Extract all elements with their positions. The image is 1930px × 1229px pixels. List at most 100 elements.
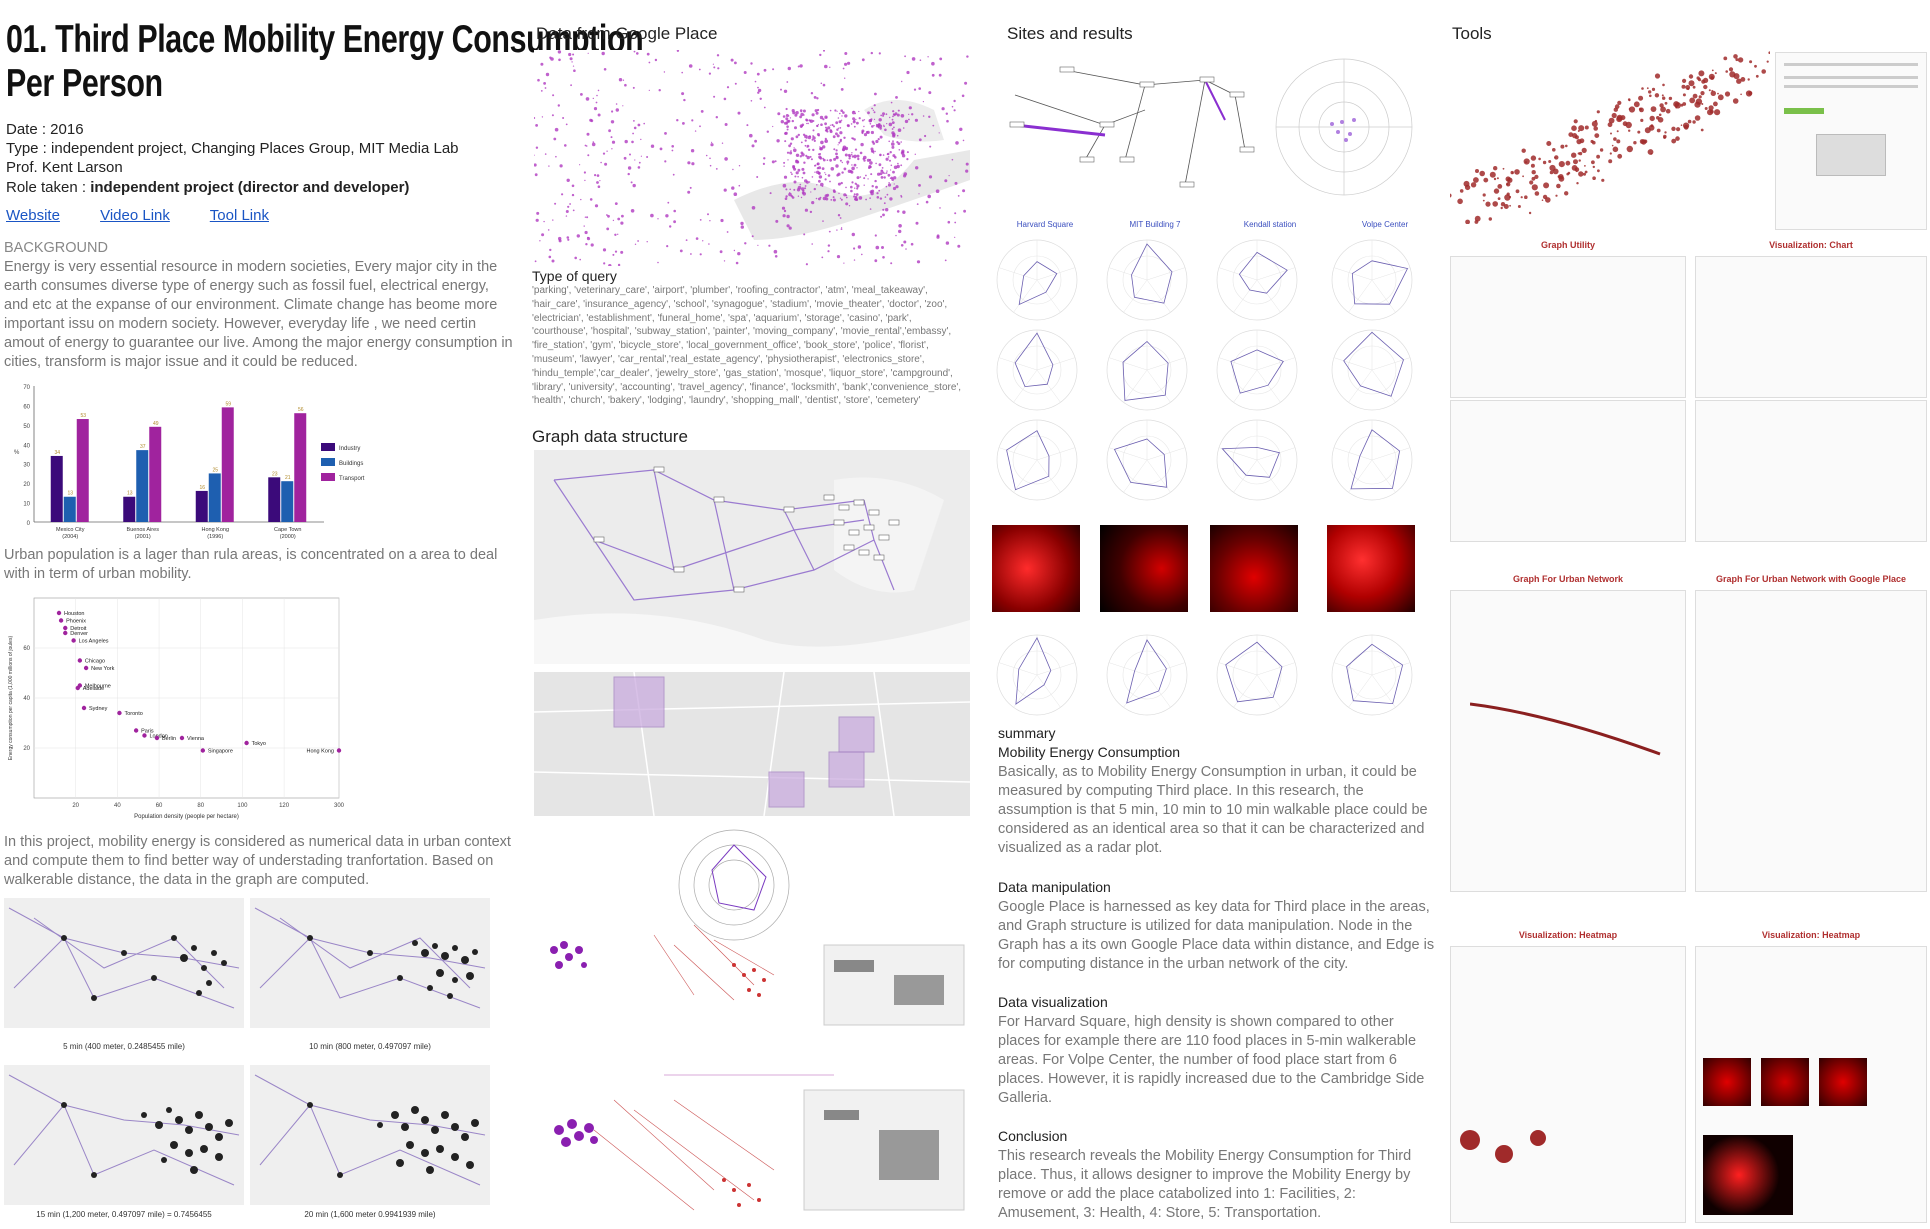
place-dot xyxy=(612,253,615,256)
network-node xyxy=(1566,172,1569,176)
place-dot xyxy=(646,156,649,158)
place-dot xyxy=(799,155,802,158)
panel-title-graph-urban-network-google: Graph For Urban Network with Google Plac… xyxy=(1715,574,1907,584)
place-dot xyxy=(539,240,541,242)
place-dot xyxy=(883,176,886,179)
network-node xyxy=(1625,121,1632,129)
network-node xyxy=(1509,204,1511,207)
place-dot xyxy=(596,174,600,177)
place-dot xyxy=(941,107,945,111)
place-dot xyxy=(630,209,635,213)
place-dot xyxy=(610,120,615,124)
point-label: Singapore xyxy=(208,749,233,755)
place-dot xyxy=(807,148,811,151)
tool-link[interactable]: Tool Link xyxy=(209,207,269,224)
radar-shape xyxy=(1350,429,1401,490)
place-dot xyxy=(810,92,814,95)
place-dot xyxy=(819,146,821,148)
place-dot xyxy=(844,153,848,157)
place-dot xyxy=(836,110,838,112)
place-dot xyxy=(877,125,880,128)
point-label: Sydney xyxy=(89,706,108,712)
place-dot xyxy=(793,167,797,171)
place-dot xyxy=(586,237,591,241)
place-dot xyxy=(749,133,753,138)
place-dot xyxy=(723,97,727,101)
place-dot xyxy=(918,138,922,142)
place-dot xyxy=(893,176,897,180)
radar-spoke xyxy=(1036,279,1061,313)
bar xyxy=(149,426,162,522)
network-node xyxy=(1573,119,1578,124)
place-dot xyxy=(829,180,831,183)
radar-spoke xyxy=(1256,357,1296,371)
scatter-point xyxy=(133,728,139,733)
place-dot xyxy=(871,185,874,188)
place-dot xyxy=(818,153,820,156)
place-dot xyxy=(824,122,827,126)
place-dot xyxy=(557,104,560,107)
place-dot xyxy=(856,121,859,125)
site-name-mit: MIT Building 7 xyxy=(1129,220,1181,229)
graph-15min xyxy=(4,1065,244,1205)
place-dot xyxy=(621,214,624,218)
place-dot xyxy=(876,192,879,195)
place-dot xyxy=(699,125,701,128)
place-dot xyxy=(863,177,866,180)
place-dot xyxy=(841,227,843,229)
place-dot xyxy=(839,197,842,199)
place-dot xyxy=(816,97,819,100)
radar-spoke xyxy=(1218,447,1258,461)
video-link[interactable]: Video Link xyxy=(100,207,170,224)
network-node xyxy=(1633,101,1640,108)
place-dot xyxy=(900,196,903,198)
place-dot xyxy=(583,225,585,227)
place-dot xyxy=(859,176,862,178)
network-node xyxy=(1502,167,1505,170)
network-node xyxy=(1703,84,1708,90)
place-dot xyxy=(880,215,883,218)
place-dot xyxy=(567,205,570,208)
place-dot xyxy=(554,202,557,205)
network-node xyxy=(1724,91,1731,97)
place-dot xyxy=(918,193,920,195)
place-dot xyxy=(545,72,550,77)
network-node xyxy=(1701,103,1704,105)
conclusion-heading: Conclusion xyxy=(998,1128,1068,1144)
place-dot xyxy=(822,220,824,222)
network-node xyxy=(1675,136,1680,141)
place-dot xyxy=(624,139,628,144)
place-dot xyxy=(900,164,903,167)
place-dot xyxy=(771,160,775,164)
place-dot xyxy=(944,179,948,183)
place-dot xyxy=(648,89,650,91)
network-node xyxy=(1475,169,1479,173)
place-dot xyxy=(963,209,966,213)
place-dot xyxy=(808,119,811,122)
place-dot xyxy=(785,188,788,191)
place-dot xyxy=(873,124,875,127)
place-dot xyxy=(890,164,893,167)
place-dot xyxy=(791,173,793,175)
visualization-heading: Data visualization xyxy=(998,994,1108,1010)
place-dot xyxy=(579,258,581,261)
place-dot xyxy=(800,141,803,144)
y-tick-label: 50 xyxy=(23,424,30,430)
network-node xyxy=(1510,170,1514,175)
radar-spoke xyxy=(1146,267,1186,281)
radar-spoke xyxy=(1233,369,1258,403)
place-dot xyxy=(547,229,550,231)
place-dot xyxy=(587,52,589,54)
place-dot xyxy=(683,98,686,102)
website-link[interactable]: Website xyxy=(6,207,60,224)
place-dot xyxy=(715,168,718,170)
network-node xyxy=(1714,109,1721,116)
network-node xyxy=(1592,176,1596,180)
network-node xyxy=(1610,132,1612,135)
place-dot xyxy=(887,173,891,177)
bar xyxy=(50,455,63,522)
place-dot xyxy=(799,109,803,112)
bar-value-label: 13 xyxy=(127,491,133,497)
y-tick-label: 0 xyxy=(27,521,31,527)
place-dot xyxy=(951,105,954,108)
